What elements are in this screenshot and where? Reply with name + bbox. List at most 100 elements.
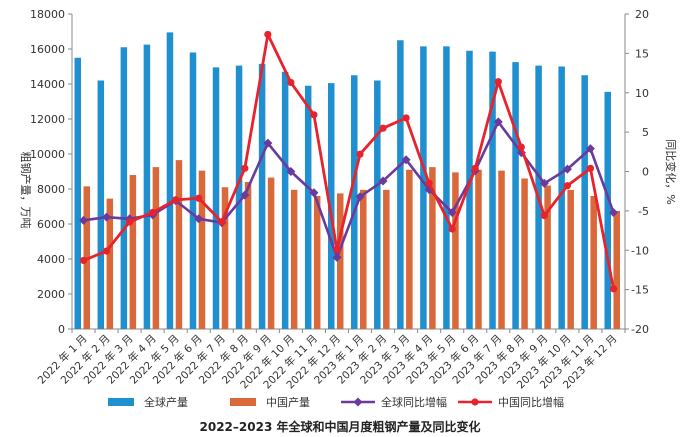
bar-global: [443, 46, 450, 329]
point-global-yoy: [447, 207, 457, 217]
bar-global: [374, 80, 381, 329]
y-tick-label: 6000: [37, 218, 65, 231]
point-global-yoy: [401, 155, 411, 165]
point-china-yoy: [149, 208, 157, 217]
bar-global: [351, 75, 358, 329]
point-china-yoy: [172, 196, 180, 204]
point-china-yoy: [218, 218, 226, 226]
y2-tick-label: -15: [631, 284, 649, 297]
point-china-yoy: [448, 225, 456, 233]
point-global-yoy: [240, 190, 250, 200]
bar-global: [466, 50, 473, 329]
bar-global: [281, 71, 289, 329]
legend-marker: [471, 398, 479, 406]
bar-global: [189, 52, 197, 329]
bar-global: [327, 83, 335, 329]
line-china-yoy: [82, 33, 615, 290]
y-tick-label: 0: [58, 323, 65, 336]
y2-tick-label: 20: [635, 8, 649, 21]
legend-swatch: [230, 398, 256, 406]
y-tick-label: 10000: [30, 148, 65, 161]
y2-tick-label: 10: [635, 87, 649, 100]
bar-china: [498, 170, 505, 329]
point-china-yoy: [586, 164, 595, 172]
y-axis-label: 粗钢产量，万吨: [19, 152, 33, 229]
y2-tick-label: 0: [642, 166, 649, 179]
bar-global: [120, 47, 128, 329]
point-china-yoy: [241, 164, 249, 172]
point-china-yoy: [402, 114, 410, 122]
bar-china: [429, 167, 436, 329]
legend: 全球产量 中国产量 全球同比增幅 中国同比增幅: [108, 395, 564, 409]
point-global-yoy: [194, 214, 204, 224]
y2-tick-label: 15: [635, 47, 649, 60]
point-global-yoy: [286, 167, 296, 176]
point-china-yoy: [356, 150, 364, 158]
y2-axis-label: 同比变化，%: [664, 139, 678, 204]
point-global-yoy: [493, 117, 503, 127]
point-china-yoy: [540, 212, 548, 220]
y-tick-label: 2000: [37, 288, 65, 301]
legend-marker: [353, 397, 363, 407]
bar-china: [452, 172, 459, 329]
bar-china: [175, 160, 183, 329]
y-tick-label: 18000: [30, 8, 65, 21]
point-global-yoy: [608, 207, 618, 217]
bar-china: [544, 185, 551, 329]
point-china-yoy: [310, 111, 318, 119]
bar-china: [590, 196, 597, 329]
point-global-yoy: [102, 212, 112, 222]
bar-china: [475, 169, 482, 329]
bar-china: [313, 196, 321, 329]
legend-swatch: [108, 398, 134, 406]
bar-china: [613, 210, 620, 329]
bar-china: [129, 175, 137, 329]
point-global-yoy: [332, 252, 342, 262]
bar-china: [383, 189, 390, 329]
bar-global: [489, 51, 496, 329]
bar-global: [97, 80, 105, 329]
point-china-yoy: [517, 143, 525, 151]
point-china-yoy: [609, 285, 618, 293]
bar-china: [521, 178, 528, 329]
y-tick-label: 16000: [30, 43, 65, 56]
legend-label: 全球产量: [144, 395, 188, 409]
y2-tick-label: -10: [631, 244, 649, 257]
bar-global: [604, 91, 611, 329]
point-china-yoy: [126, 218, 134, 226]
bar-china: [267, 177, 275, 329]
bars-layer: [74, 32, 620, 329]
y-tick-label: 14000: [30, 78, 65, 91]
bar-global: [74, 57, 82, 329]
y-tick-label: 8000: [37, 183, 65, 196]
bar-global: [558, 66, 565, 329]
point-china-yoy: [494, 78, 502, 86]
bar-global: [166, 32, 174, 329]
point-global-yoy: [79, 215, 89, 225]
legend-label: 中国产量: [266, 395, 310, 409]
bar-global: [512, 62, 519, 329]
y2-tick-label: -5: [638, 205, 649, 218]
bar-china: [360, 189, 367, 329]
point-global-yoy: [539, 178, 549, 188]
legend-label: 全球同比增幅: [381, 395, 447, 409]
bar-global: [420, 46, 427, 329]
lines-layer: [79, 30, 618, 293]
point-china-yoy: [195, 194, 203, 202]
y2-tick-label: 5: [642, 126, 649, 139]
point-china-yoy: [102, 247, 111, 255]
y-tick-label: 4000: [37, 253, 65, 266]
bar-china: [290, 189, 298, 329]
point-china-yoy: [287, 78, 295, 87]
bar-china: [221, 187, 229, 329]
point-global-yoy: [378, 176, 388, 186]
point-global-yoy: [585, 144, 595, 154]
bar-global: [143, 44, 151, 329]
point-global-yoy: [309, 188, 319, 198]
bar-china: [198, 170, 206, 329]
bar-china: [106, 198, 114, 329]
point-china-yoy: [333, 245, 341, 254]
bar-global: [235, 65, 243, 329]
